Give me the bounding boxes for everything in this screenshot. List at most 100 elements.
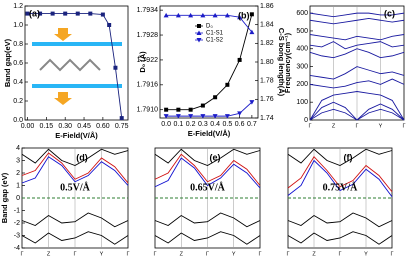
series-line	[154, 231, 261, 245]
marker	[163, 114, 169, 119]
x-tick-label: 0.4	[210, 121, 220, 128]
legend-label: D₀	[206, 24, 213, 30]
marker	[107, 23, 112, 27]
x-tick-label: Γ	[153, 251, 156, 257]
y2-axis-label: C-S bong length(Å)	[277, 28, 286, 97]
panel-label: (b)	[238, 10, 250, 20]
marker	[38, 11, 43, 16]
y-tick-label: 1.7922	[137, 57, 159, 64]
legend-label: C1-S2	[206, 38, 224, 44]
y-tick-label: 4	[16, 145, 20, 152]
x-tick-label: Z	[47, 251, 51, 257]
y-tick-label: -3	[14, 232, 20, 239]
y2-tick-label: 1.82	[260, 40, 274, 47]
y-tick-label: 0.4	[13, 79, 23, 86]
series-line	[309, 91, 405, 121]
x-tick-label: 0.30	[58, 123, 72, 130]
y-tick-label: 400	[296, 46, 308, 53]
y-tick-label: 1.7934	[137, 7, 159, 14]
marker	[237, 57, 242, 62]
marker	[249, 100, 255, 105]
y-tick-label: 2	[16, 170, 20, 177]
y-tick-label: 1.2	[13, 3, 23, 10]
marker	[176, 107, 181, 112]
plot-frame	[24, 5, 129, 121]
inset-illustration	[32, 28, 122, 105]
series-line	[287, 212, 393, 228]
x-tick-label: Γ	[73, 251, 76, 257]
x-tick-label: 0.5	[223, 121, 233, 128]
marker	[163, 12, 169, 18]
series-line	[21, 156, 129, 186]
x-tick-label: Γ	[126, 251, 129, 257]
arrow	[54, 92, 72, 105]
series-line	[309, 48, 405, 59]
y-tick-label: 0	[16, 195, 20, 202]
y2-tick-label: 1.74	[260, 115, 274, 122]
annotation: 0.65V/Å	[190, 181, 226, 193]
marker	[249, 12, 254, 17]
panel-label: (c)	[384, 8, 395, 18]
legend-label: C1-S1	[206, 31, 224, 37]
series-line	[287, 159, 393, 198]
annotation: 0.75V/Å	[323, 181, 359, 193]
x-tick-label: Y	[232, 251, 236, 257]
x-tick-label: 0.15	[40, 123, 54, 130]
series-line	[21, 231, 129, 245]
y-tick-label: 0	[304, 117, 308, 124]
marker	[237, 111, 243, 116]
y-tick-label: 1.7916	[137, 82, 159, 89]
x-tick-label: 0.7	[247, 121, 257, 128]
marker	[213, 95, 218, 100]
annotation: 0.5V/Å	[60, 181, 91, 193]
marker	[249, 29, 255, 35]
y-axis-label: Frequency(cm⁻¹)	[283, 32, 292, 93]
series-line	[154, 148, 261, 166]
y-tick-label: 500	[296, 28, 308, 35]
x-tick-label: Z	[332, 123, 336, 129]
x-tick-label: Γ	[390, 251, 393, 257]
y-tick-label: 1	[16, 182, 20, 189]
x-tick-label: Γ	[258, 251, 261, 257]
series-line	[21, 152, 129, 184]
x-axis-label: E-Field(V/Å)	[55, 131, 98, 140]
marker	[212, 12, 218, 18]
y-axis-label: Band gap(eV)	[3, 38, 12, 87]
marker	[237, 14, 243, 20]
y2-tick-label: 1.86	[260, 3, 274, 10]
y-tick-label: 300	[296, 63, 308, 70]
marker	[212, 114, 218, 119]
y2-tick-label: 1.78	[260, 78, 274, 85]
x-tick-label: Y	[100, 251, 104, 257]
y2-tick-label: 1.76	[260, 96, 274, 103]
marker	[75, 11, 80, 16]
marker	[100, 12, 105, 17]
x-tick-label: 0.00	[21, 123, 35, 130]
molecule	[39, 58, 101, 72]
x-tick-label: Z	[312, 251, 316, 257]
x-tick-label: 0.75	[115, 123, 129, 130]
series-line	[154, 212, 261, 228]
marker	[113, 65, 118, 70]
x-tick-label: Γ	[308, 123, 311, 129]
y-tick-label: 0.0	[13, 117, 23, 124]
y-tick-label: 600	[296, 10, 308, 17]
legend-marker	[196, 38, 202, 43]
marker	[200, 103, 205, 108]
series-line	[27, 13, 123, 119]
x-tick-label: Y	[379, 123, 383, 129]
y-tick-label: 100	[296, 99, 308, 106]
marker	[25, 11, 30, 16]
series-line	[309, 41, 405, 50]
legend-marker	[197, 24, 201, 28]
series-line	[287, 148, 393, 166]
panel-label: (e)	[210, 152, 221, 162]
marker	[119, 116, 124, 121]
series-line	[166, 14, 253, 33]
series-line	[166, 14, 253, 111]
marker	[200, 12, 206, 18]
y-tick-label: 0.8	[13, 41, 23, 48]
y-tick-label: 0.2	[13, 98, 23, 105]
series-line	[309, 12, 405, 18]
